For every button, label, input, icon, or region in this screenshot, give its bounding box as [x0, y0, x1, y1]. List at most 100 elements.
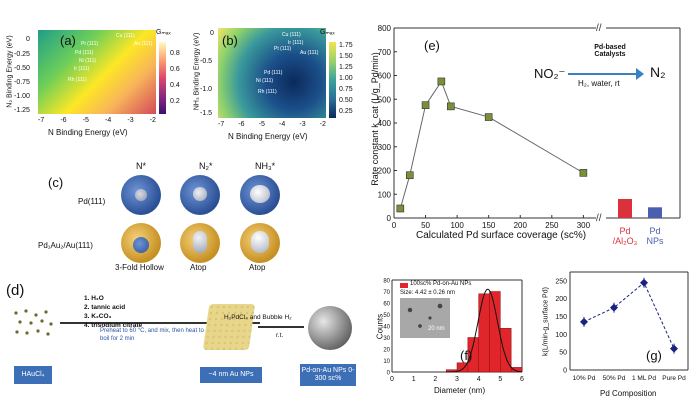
panel-b-point-label: Ir (111)	[288, 40, 304, 46]
panel-b-cbar-title: Gₘₐₓ	[320, 29, 335, 36]
panel-f-gaussian-fit	[446, 288, 523, 373]
panel-a-heatmap	[38, 30, 156, 114]
panel-g-xtick-label: 10% Pd	[573, 375, 596, 382]
panel-e-letter: (e)	[424, 38, 440, 53]
panel-a-point-label: Ir (111)	[74, 66, 90, 72]
panel-c-col-label: N*	[136, 161, 147, 171]
panel-b-cbar-tick-4: 1.00	[339, 75, 353, 82]
panel-c: (c) N* N₂* NH₃* Pd(111) Pd₁Au₂/Au(111) 3…	[0, 155, 340, 273]
panel-e-data-point	[405, 171, 414, 180]
panel-c-site-label: Atop	[190, 263, 207, 272]
panel-a-ytick-3: -0.50	[14, 65, 30, 72]
panel-e-data-point	[396, 204, 405, 213]
panel-f-ytick-label: 40	[383, 325, 390, 331]
panel-a-ytick-2: -0.25	[14, 51, 30, 58]
panel-f-ylabel: Counts	[375, 313, 385, 340]
step-4: 4. trisodium citrate	[84, 322, 143, 329]
panel-a-point-label: Au (111)	[134, 41, 153, 47]
panel-e-ytick-label: 200	[378, 167, 392, 176]
panel-g-ytick-label: 100	[555, 332, 567, 339]
panel-a-point-label: Cu (111)	[116, 33, 135, 39]
panel-e-xtick-label: 300	[577, 221, 591, 230]
panel-b-point-label: Pd (111)	[264, 70, 283, 76]
panel-e-ylabel: Rate constant k_cat (L/g_Pd/min)	[370, 52, 380, 186]
reaction-left: NO₂⁻	[534, 66, 566, 81]
reaction-arrow	[568, 73, 638, 75]
panel-g-xtick-label: 1 ML Pd	[632, 375, 656, 382]
panel-e-data-point	[437, 77, 446, 86]
panel-b-xtick: -2	[319, 121, 326, 128]
panel-f-ytick-label: 70	[383, 290, 390, 296]
panel-a-xlabel: N Binding Energy (eV)	[48, 128, 128, 137]
panel-a-ytick-5: -1.00	[14, 93, 30, 100]
panel-g: 0 50 100 150 200 250 10% Pd 50% Pd 1 ML Pd Pure …	[540, 262, 692, 402]
panel-f-xtick-label: 4	[477, 376, 481, 383]
panel-e-ref-bar	[648, 207, 662, 218]
panel-g-ytick-label: 50	[559, 350, 567, 357]
panel-f-histogram-bar	[489, 291, 501, 373]
panel-b-ytick-2: -0.5	[200, 58, 213, 65]
panel-c-site-label: Atop	[249, 263, 266, 272]
panel-f-histogram-bar	[500, 328, 512, 373]
panel-f-xtick-label: 0	[390, 376, 394, 383]
panel-c-col-label: NH₃*	[255, 161, 276, 171]
legend-text: 100sc% Pd-on-Au NPs	[410, 281, 472, 287]
panel-a-letter: (a)	[60, 33, 76, 48]
panel-e-break-mark: //	[596, 23, 602, 34]
panel-f-ytick-label: 0	[387, 371, 391, 377]
panel-f-ytick-label: 50	[383, 313, 390, 319]
panel-d-reagent: H₂PdCl₄ and Bubble H₂	[224, 314, 292, 321]
panel-b-xtick: -6	[238, 121, 245, 128]
panel-f-histogram-bar	[478, 293, 490, 373]
panel-e-xlabel: Calculated Pd surface coverage (sc%)	[416, 230, 587, 241]
panel-f-xtick-label: 3	[455, 376, 459, 383]
tem-inset	[400, 298, 450, 338]
panel-e-ytick-label: 0	[387, 214, 392, 223]
panel-a: (a) Gₘₐₓ 0.8 0.6 0.4 0.2 0 -0.25 -0.50 -…	[0, 0, 192, 155]
mid-box: ~4 nm Au NPs	[200, 367, 262, 383]
panel-e-ytick-label: 400	[378, 119, 392, 128]
panel-e-xtick-label: 200	[514, 221, 528, 230]
panel-b-ytick-1: 0	[210, 30, 214, 37]
panel-b-point-label: Cu (111)	[282, 32, 301, 38]
panel-g-ytick-label: 200	[555, 296, 567, 303]
panel-f-ytick-label: 30	[383, 336, 390, 342]
panel-b-point-label: Au (111)	[300, 50, 319, 56]
panel-e-ytick-label: 100	[378, 190, 392, 199]
pd111-n-adsorbate	[135, 189, 147, 201]
panel-e-xtick-label: 0	[392, 221, 397, 230]
panel-b-xticks: -7 -6 -5 -4 -3 -2	[218, 121, 326, 128]
panel-f-xtick-label: 6	[520, 376, 524, 383]
tem-scalebar-text: 20 nm	[428, 326, 445, 332]
panel-b-point-label: Pt (111)	[274, 46, 292, 52]
panel-f-ytick-label: 60	[383, 302, 390, 308]
panel-a-xtick: -2	[149, 117, 156, 124]
panel-b-cbar-tick-5: 0.75	[339, 86, 353, 93]
panel-g-ytick-label: 150	[555, 314, 567, 321]
panel-e-data-point	[484, 113, 493, 121]
panel-a-colorbar	[159, 42, 166, 114]
panel-a-xticks: -7 -6 -5 -4 -3 -2	[38, 117, 156, 124]
panel-e-ytick-label: 700	[378, 48, 392, 57]
panel-a-xtick: -6	[60, 117, 67, 124]
panel-a-ytick-4: -0.75	[14, 79, 30, 86]
panel-a-cbar-tick-1: 0.8	[170, 50, 180, 57]
start-box: HAuCl₄	[14, 366, 52, 384]
panel-f-xtick-label: 5	[498, 376, 502, 383]
panel-f-xtick-label: 2	[433, 376, 437, 383]
panel-e-break-mark: //	[596, 213, 602, 224]
panel-f-xtick-label: 1	[412, 376, 416, 383]
panel-a-ylabel: N₂ Binding Energy (eV)	[6, 35, 14, 108]
panel-b-xtick: -7	[218, 121, 225, 128]
panel-c-site-label: 3-Fold Hollow	[115, 263, 164, 272]
panel-f-ytick-label: 20	[383, 348, 390, 354]
panel-g-ylabel: k(L/min-g_surface Pd)	[542, 287, 550, 356]
panel-b-point-label: Rh (111)	[258, 89, 277, 95]
panel-a-xtick: -4	[105, 117, 112, 124]
panel-g-data-point	[580, 317, 588, 326]
panel-c-letter: (c)	[48, 175, 64, 190]
panel-e-ytick-label: 600	[378, 72, 392, 81]
panel-e-xtick-label: 150	[482, 221, 496, 230]
panel-e-data-point	[579, 169, 588, 177]
